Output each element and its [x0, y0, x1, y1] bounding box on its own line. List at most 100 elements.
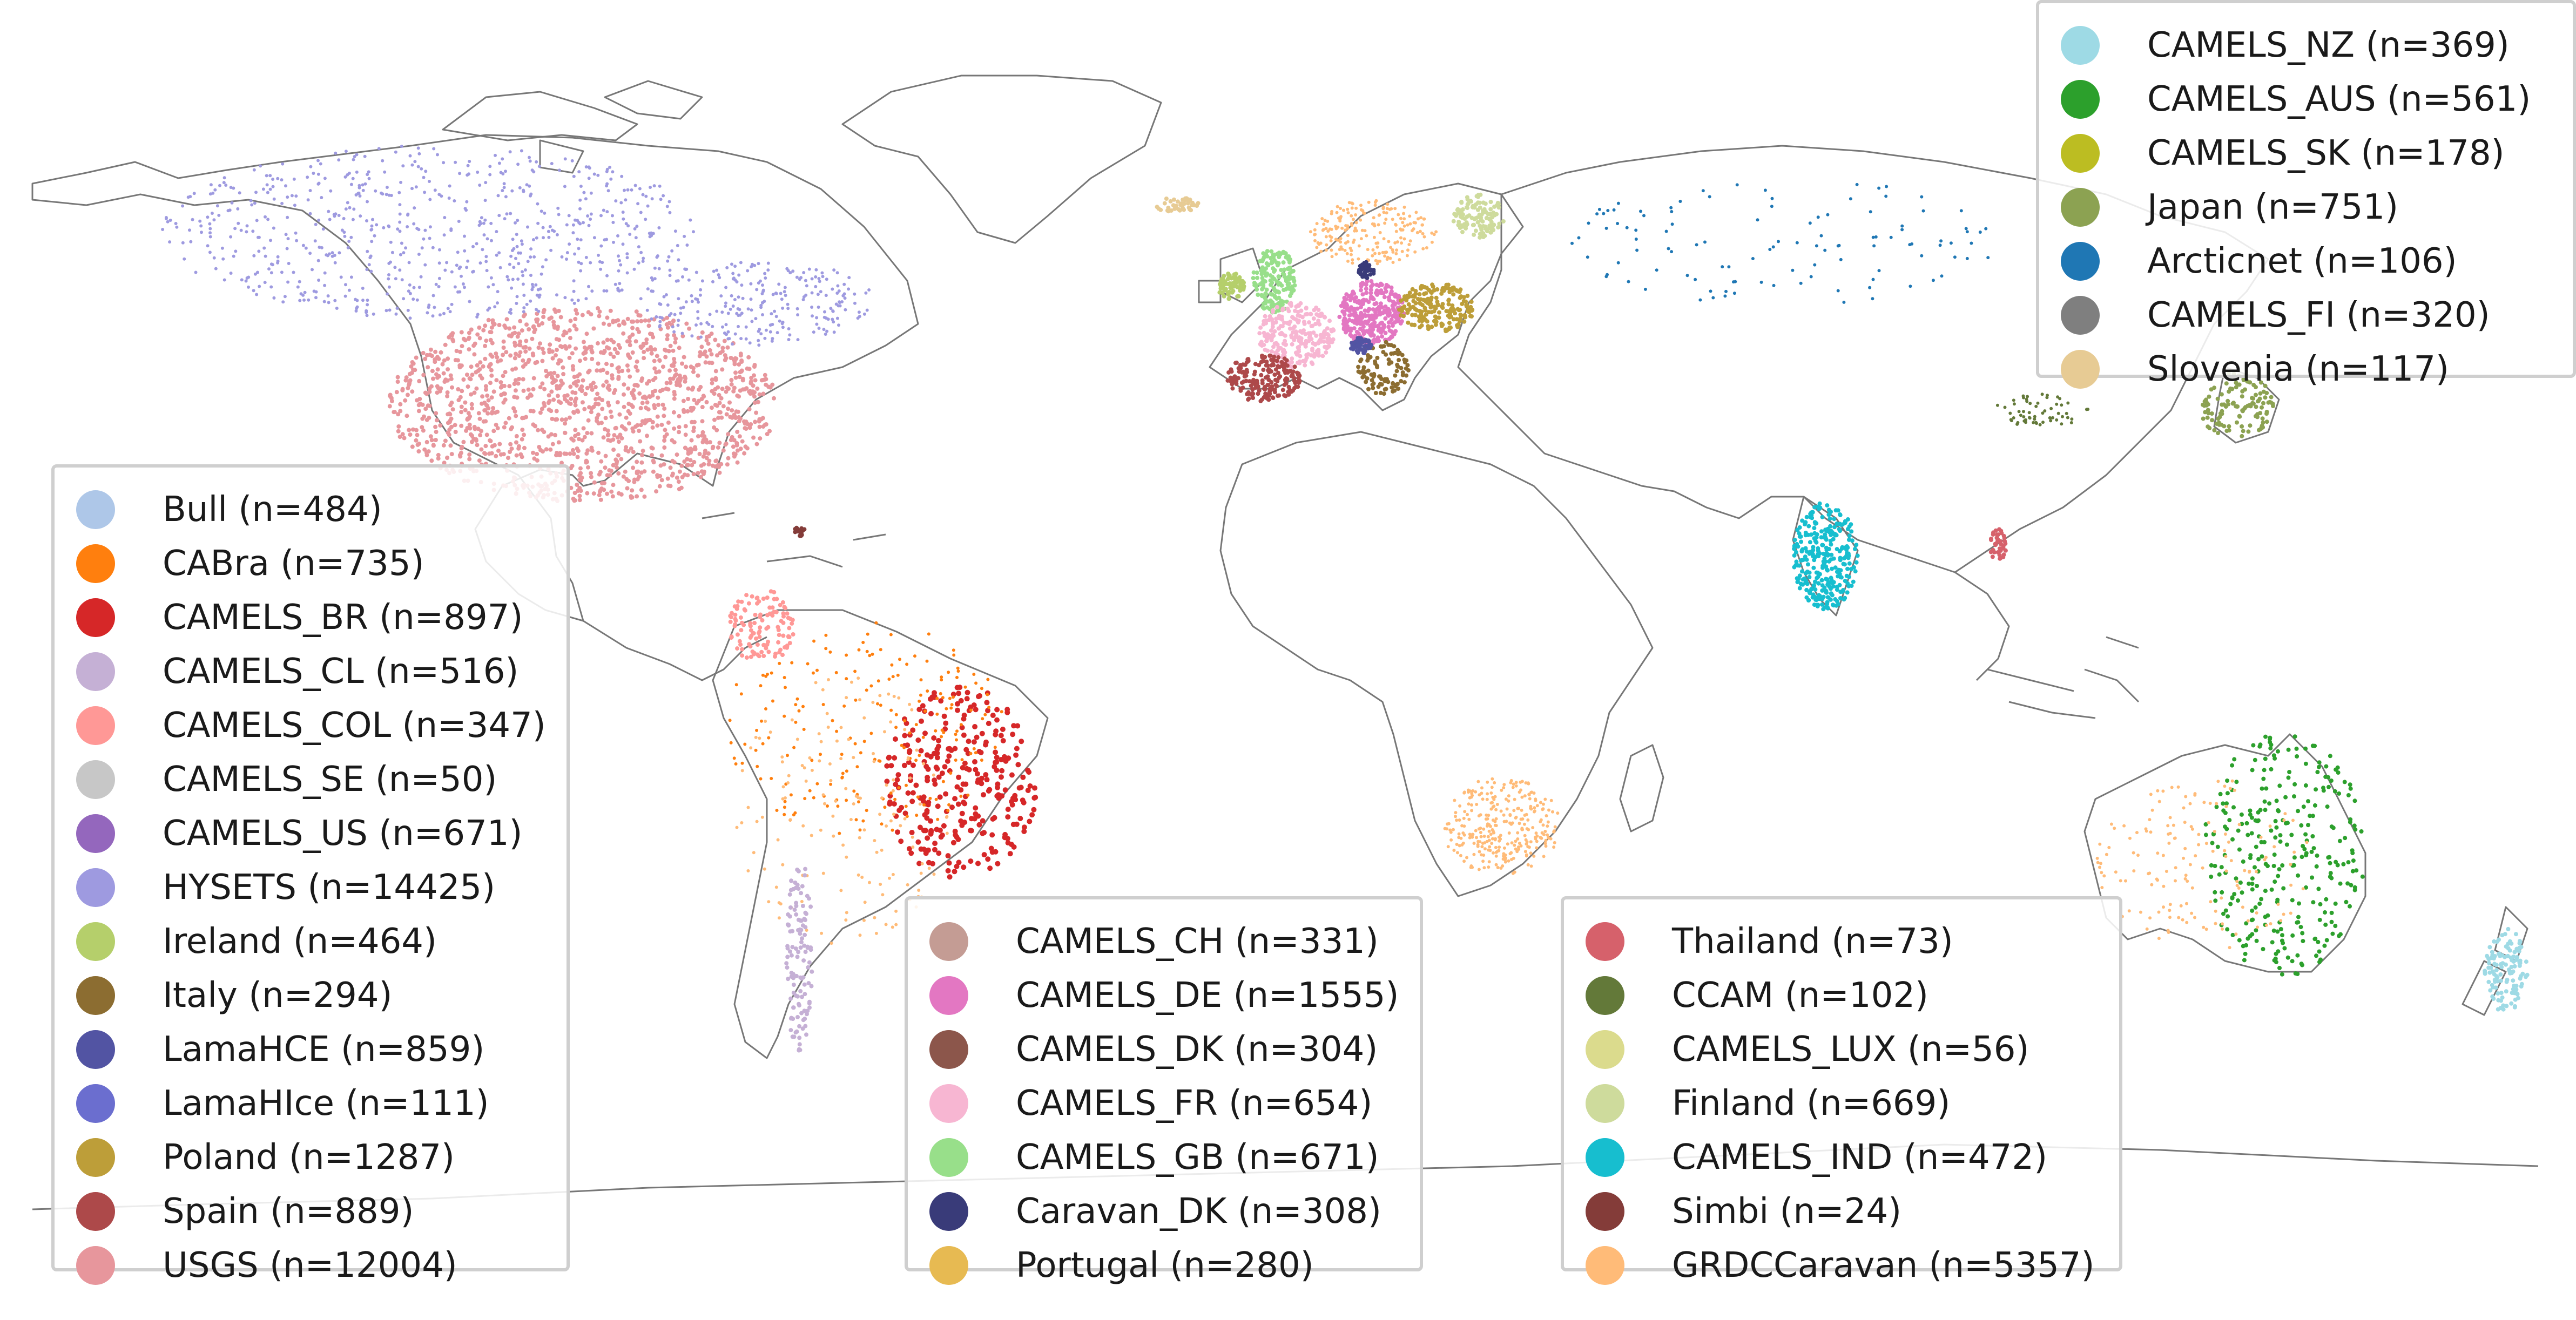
- station-dot: [862, 312, 866, 316]
- station-dot: [331, 251, 334, 255]
- station-dot: [1420, 303, 1425, 307]
- station-dot: [276, 177, 280, 180]
- station-dot: [388, 308, 392, 312]
- station-dot: [616, 318, 621, 323]
- station-dot: [569, 396, 574, 401]
- station-dot: [472, 390, 477, 395]
- station-dot: [573, 252, 577, 256]
- station-dot: [790, 661, 794, 665]
- station-dot: [489, 276, 493, 280]
- station-dot: [1370, 382, 1375, 387]
- station-dot: [396, 412, 401, 417]
- station-dot: [1461, 295, 1466, 300]
- station-dot: [1530, 790, 1534, 794]
- station-dot: [423, 263, 427, 267]
- station-dot: [826, 726, 830, 729]
- station-dot: [417, 253, 421, 256]
- station-dot: [766, 268, 770, 272]
- station-dot: [423, 407, 428, 411]
- station-dot: [1300, 315, 1305, 320]
- station-dot: [778, 319, 781, 323]
- station-dot: [549, 248, 553, 252]
- station-dot: [753, 419, 758, 424]
- station-dot: [1503, 853, 1507, 857]
- station-dot: [876, 679, 880, 683]
- station-dot: [1005, 840, 1011, 846]
- station-dot: [690, 300, 694, 303]
- station-dot: [795, 955, 800, 959]
- station-dot: [800, 904, 805, 908]
- station-dot: [819, 740, 823, 743]
- station-dot: [733, 265, 737, 268]
- station-dot: [247, 285, 250, 289]
- station-dot: [1412, 227, 1415, 231]
- station-dot: [459, 423, 464, 428]
- station-dot: [852, 802, 855, 805]
- station-dot: [786, 923, 791, 928]
- station-dot: [306, 198, 310, 202]
- station-dot: [788, 333, 792, 337]
- station-dot: [406, 385, 410, 390]
- station-dot: [763, 377, 767, 382]
- station-dot: [919, 871, 923, 875]
- station-dot: [595, 341, 600, 346]
- station-dot: [806, 981, 811, 986]
- station-dot: [1384, 340, 1388, 344]
- station-dot: [673, 229, 677, 233]
- station-dot: [892, 755, 898, 761]
- station-dot: [442, 358, 447, 363]
- station-dot: [459, 446, 464, 451]
- station-dot: [466, 384, 470, 389]
- station-dot: [221, 257, 225, 261]
- station-dot: [738, 416, 743, 421]
- station-dot: [973, 767, 979, 773]
- station-dot: [1366, 300, 1371, 304]
- station-dot: [986, 721, 992, 726]
- station-dot: [956, 859, 962, 865]
- station-dot: [703, 360, 708, 365]
- station-dot: [899, 824, 902, 828]
- station-dot: [423, 356, 428, 361]
- station-dot: [1440, 322, 1445, 327]
- station-dot: [1381, 207, 1385, 211]
- station-dot: [585, 491, 590, 496]
- station-dot: [592, 236, 596, 240]
- station-dot: [700, 419, 705, 424]
- station-dot: [492, 322, 497, 327]
- station-dot: [1255, 275, 1259, 280]
- station-dot: [1375, 355, 1380, 360]
- station-dot: [924, 752, 930, 758]
- station-dot: [496, 194, 500, 198]
- station-dot: [437, 193, 441, 197]
- station-dot: [492, 443, 497, 448]
- station-dot: [1553, 825, 1557, 829]
- station-dot: [1474, 790, 1478, 794]
- station-dot: [440, 194, 443, 198]
- station-dot: [1350, 312, 1354, 317]
- station-dot: [602, 208, 605, 212]
- station-dot: [818, 280, 821, 283]
- station-dot: [857, 796, 860, 800]
- station-dot: [682, 355, 686, 360]
- station-dot: [822, 328, 826, 331]
- station-dot: [1294, 332, 1299, 337]
- station-dot: [937, 794, 943, 800]
- station-dot: [738, 446, 743, 451]
- station-dot: [812, 330, 815, 334]
- station-dot: [428, 347, 433, 352]
- station-dot: [575, 455, 580, 459]
- station-dot: [874, 931, 878, 935]
- station-dot: [993, 849, 999, 855]
- station-dot: [738, 388, 743, 393]
- station-dot: [587, 165, 591, 169]
- station-dot: [433, 188, 437, 192]
- station-dot: [484, 387, 488, 392]
- station-dot: [800, 899, 804, 903]
- station-dot: [326, 294, 330, 298]
- station-dot: [800, 936, 804, 941]
- station-dot: [522, 445, 527, 450]
- station-dot: [596, 173, 600, 177]
- station-dot: [821, 703, 825, 706]
- station-dot: [764, 626, 769, 631]
- station-dot: [512, 325, 517, 330]
